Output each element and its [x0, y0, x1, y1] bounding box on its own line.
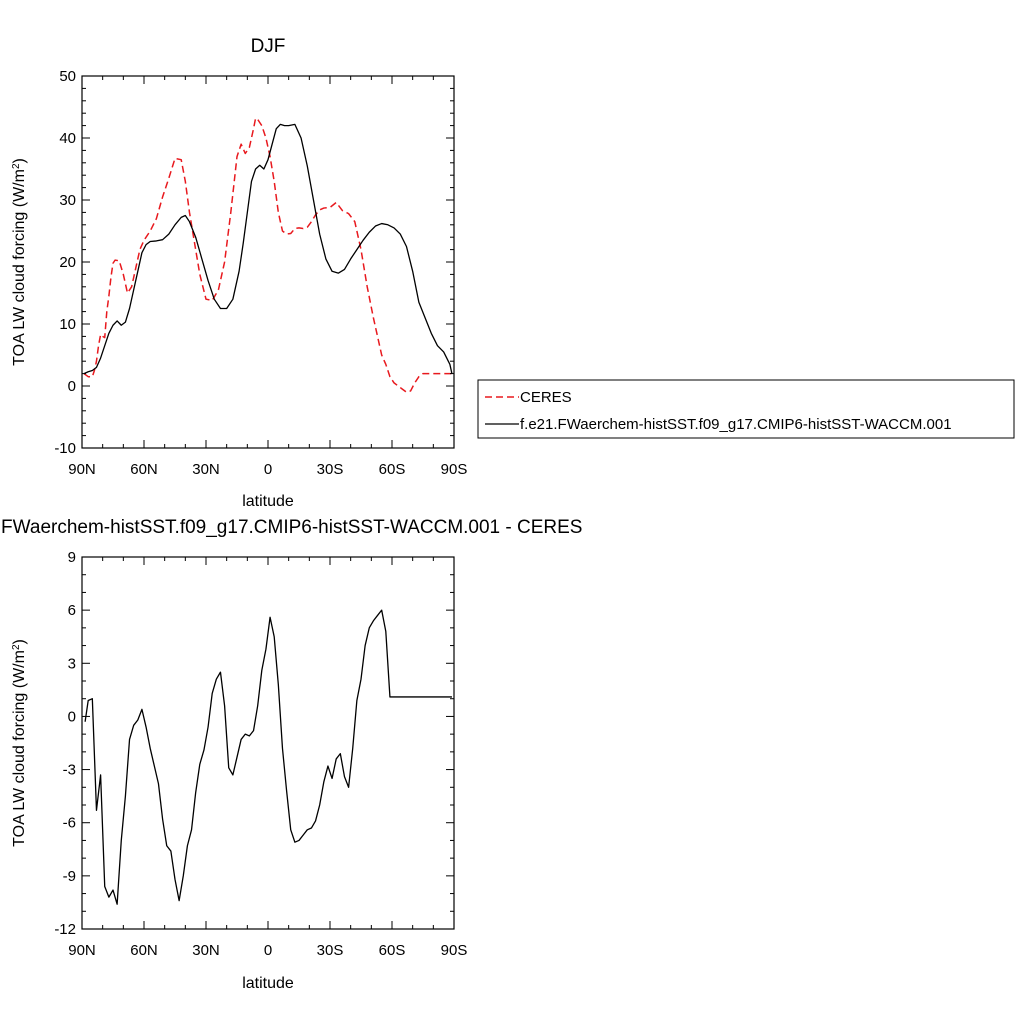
- panel-bottom: f.e21.FWaerchem-histSST.f09_g17.CMIP6-hi…: [0, 517, 582, 992]
- x-tick-label: 90S: [441, 942, 468, 959]
- x-tick-label: 30S: [317, 942, 344, 959]
- x-tick-label: 60N: [130, 461, 158, 478]
- tick-group: 90N 60N 30N 0 30S 60S 90S -10 0 10 20 30 40 50: [54, 68, 467, 478]
- y-tick-label: -6: [63, 815, 76, 832]
- series-group: [83, 117, 453, 393]
- y-axis-title-main: TOA LW cloud forcing (W/m: [11, 169, 28, 366]
- y-tick-label: 50: [59, 68, 76, 85]
- y-axis-title: TOA LW cloud forcing (W/m2): [11, 158, 29, 366]
- x-tick-label: 0: [264, 461, 272, 478]
- y-tick-label: -12: [54, 921, 76, 938]
- y-tick-label: 3: [68, 655, 76, 672]
- y-tick-label: -10: [54, 440, 76, 457]
- chart-title: f.e21.FWaerchem-histSST.f09_g17.CMIP6-hi…: [0, 517, 582, 538]
- plot-frame: [81, 75, 455, 449]
- x-tick-label: 90N: [68, 942, 96, 959]
- x-tick-label: 90S: [441, 461, 468, 478]
- tick-group: 90N 60N 30N 0 30S 60S 90S -12 -9 -6 -3 0 3 6 9: [54, 549, 467, 959]
- x-tick-label: 30S: [317, 461, 344, 478]
- panel-top: DJF 90N 60N 30N 0 30S 60S 90S -10 0 10 20 30 40 50 la…: [11, 36, 1015, 510]
- y-axis-title-end: ): [11, 158, 28, 163]
- series-line-model: [83, 123, 453, 375]
- x-tick-label: 90N: [68, 461, 96, 478]
- y-tick-label: 10: [59, 316, 76, 333]
- chart-title: DJF: [251, 36, 286, 57]
- y-tick-label: 30: [59, 192, 76, 209]
- legend-frame: [477, 379, 1015, 439]
- y-tick-label: -9: [63, 868, 76, 885]
- y-tick-label: 9: [68, 549, 76, 566]
- series-line-ceres: [83, 117, 452, 393]
- series-group: [84, 609, 452, 905]
- y-tick-label: 40: [59, 130, 76, 147]
- x-axis-title: latitude: [242, 493, 294, 510]
- y-axis-title-main: TOA LW cloud forcing (W/m: [11, 650, 28, 847]
- x-tick-label: 60S: [379, 461, 406, 478]
- y-axis-title-sup: 2: [11, 644, 22, 650]
- legend-label-model: f.e21.FWaerchem-histSST.f09_g17.CMIP6-hi…: [520, 416, 952, 433]
- x-axis-title: latitude: [242, 975, 294, 992]
- x-tick-label: 60N: [130, 942, 158, 959]
- x-tick-label: 60S: [379, 942, 406, 959]
- y-axis-title-end: ): [11, 639, 28, 644]
- y-tick-label: 6: [68, 602, 76, 619]
- y-tick-label: 0: [68, 378, 76, 395]
- x-tick-label: 30N: [192, 942, 220, 959]
- y-tick-label: 20: [59, 254, 76, 271]
- y-tick-label: 0: [68, 708, 76, 725]
- y-axis-title-sup: 2: [11, 163, 22, 169]
- y-tick-label: -3: [63, 762, 76, 779]
- y-axis-title: TOA LW cloud forcing (W/m2): [11, 639, 29, 847]
- x-tick-label: 30N: [192, 461, 220, 478]
- x-tick-label: 0: [264, 942, 272, 959]
- series-line-difference: [84, 609, 452, 905]
- legend: CERES f.e21.FWaerchem-histSST.f09_g17.CM…: [477, 379, 1015, 439]
- plot-frame: [81, 556, 455, 930]
- legend-label-ceres: CERES: [520, 389, 572, 406]
